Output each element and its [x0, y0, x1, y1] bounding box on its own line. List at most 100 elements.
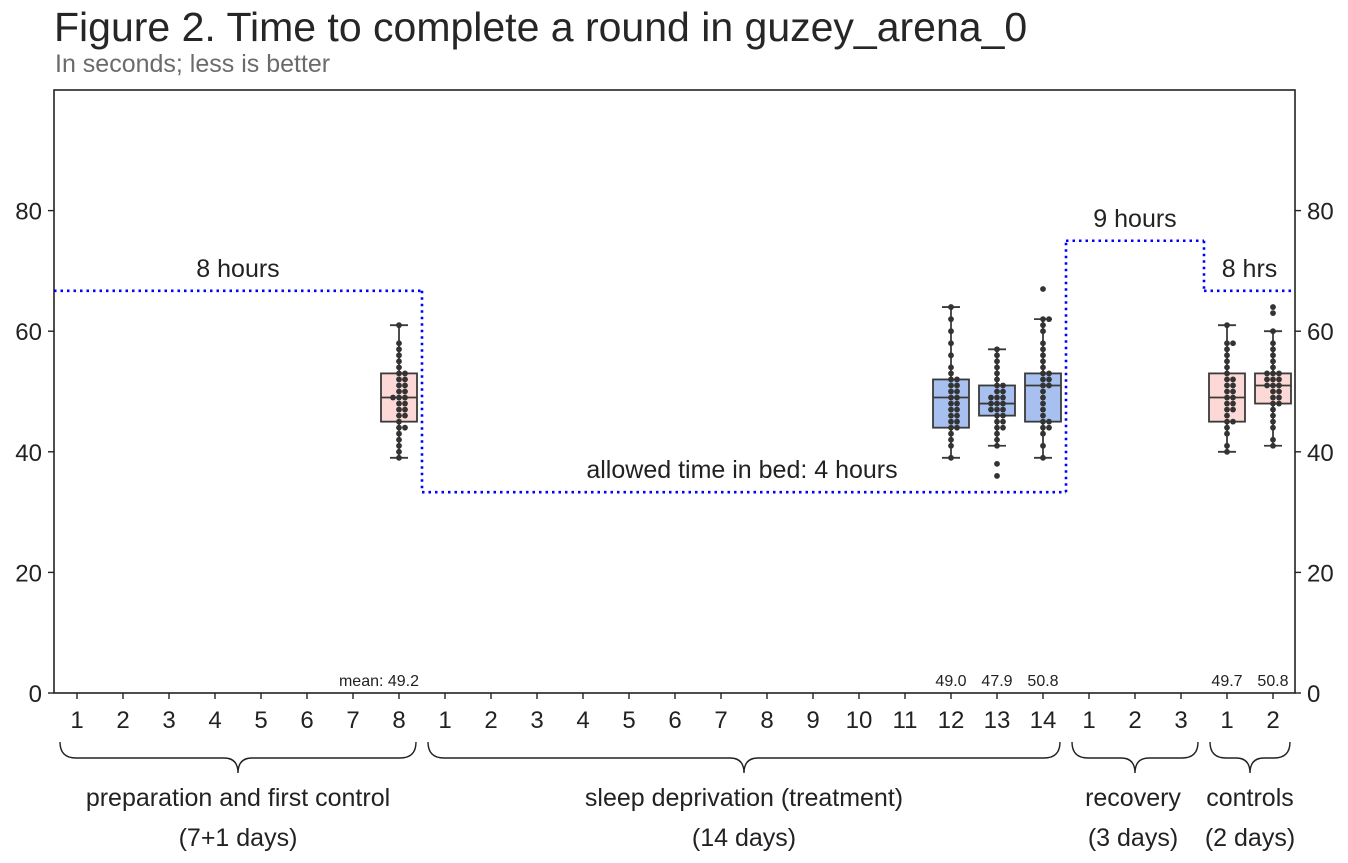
mean-label: 50.8	[1257, 673, 1288, 690]
data-point	[1000, 382, 1006, 389]
x-tick-label: 8	[760, 707, 773, 734]
data-point	[1040, 406, 1046, 413]
data-point	[988, 406, 994, 413]
phase-name: sleep deprivation (treatment)	[585, 784, 903, 812]
data-point	[948, 424, 954, 431]
data-point	[1230, 376, 1236, 383]
data-point	[396, 406, 402, 413]
data-point	[1224, 424, 1230, 431]
data-point	[396, 400, 402, 407]
x-tick-label: 9	[806, 707, 819, 734]
data-point	[1224, 346, 1230, 353]
data-point	[1270, 424, 1276, 431]
data-point	[1040, 322, 1046, 329]
data-point	[1270, 310, 1276, 317]
y-tick-label-left: 40	[15, 440, 42, 467]
data-point	[1224, 376, 1230, 383]
x-tick-label: 3	[530, 707, 543, 734]
data-point	[1046, 376, 1052, 383]
data-point	[948, 418, 954, 425]
data-point	[1040, 346, 1046, 353]
mean-label: mean: 49.2	[339, 673, 419, 690]
data-point	[1000, 388, 1006, 395]
data-point	[1270, 412, 1276, 419]
data-point	[396, 364, 402, 371]
data-point	[1276, 388, 1282, 395]
data-point	[1270, 364, 1276, 371]
data-point	[1224, 406, 1230, 413]
x-tick-label: 6	[668, 707, 681, 734]
phase-brace	[1209, 741, 1291, 774]
data-point	[1040, 394, 1046, 401]
data-point	[1000, 406, 1006, 413]
data-point	[1046, 418, 1052, 425]
data-point	[948, 382, 954, 389]
data-point	[1270, 418, 1276, 425]
x-tick-label: 5	[254, 707, 267, 734]
y-tick-label-left: 80	[15, 199, 42, 226]
data-point	[402, 382, 408, 389]
data-point	[396, 424, 402, 431]
data-point	[396, 370, 402, 377]
data-point	[1040, 412, 1046, 419]
data-point	[1230, 394, 1236, 401]
data-point	[994, 473, 1000, 479]
data-point	[396, 322, 402, 329]
data-point	[1040, 376, 1046, 383]
chart-title: Figure 2. Time to complete a round in gu…	[54, 4, 1028, 50]
data-point	[1046, 424, 1052, 431]
data-point	[994, 358, 1000, 365]
data-point	[948, 388, 954, 395]
x-tick-label: 2	[484, 707, 497, 734]
data-point	[1224, 430, 1230, 437]
data-point	[402, 400, 408, 407]
data-point	[1230, 400, 1236, 407]
data-point	[948, 400, 954, 407]
data-point	[1040, 364, 1046, 371]
phase-name: preparation and first control	[86, 784, 390, 812]
data-point	[1224, 448, 1230, 455]
data-point	[994, 424, 1000, 431]
phase-brace	[1071, 741, 1199, 774]
data-point	[948, 328, 954, 335]
data-point	[994, 370, 1000, 377]
x-tick-label: 7	[714, 707, 727, 734]
data-point	[948, 340, 954, 347]
mean-label: 47.9	[981, 673, 1012, 690]
data-point	[1224, 394, 1230, 401]
x-tick-label: 1	[1220, 707, 1233, 734]
data-point	[1270, 304, 1276, 310]
data-point	[1224, 382, 1230, 389]
data-point	[1040, 328, 1046, 335]
data-point	[954, 382, 960, 389]
data-point	[994, 388, 1000, 395]
data-point	[1230, 406, 1236, 413]
data-point	[1224, 418, 1230, 425]
data-point	[396, 358, 402, 365]
data-point	[1230, 340, 1236, 347]
data-point	[1040, 340, 1046, 347]
data-point	[954, 412, 960, 419]
data-point	[1230, 388, 1236, 395]
chart-subtitle: In seconds; less is better	[55, 50, 331, 78]
data-point	[1040, 352, 1046, 359]
data-point	[396, 430, 402, 437]
data-point	[396, 436, 402, 443]
data-point	[396, 442, 402, 449]
data-point	[1224, 352, 1230, 359]
data-point	[1000, 394, 1006, 401]
mean-label: 49.7	[1211, 673, 1242, 690]
data-point	[1040, 370, 1046, 377]
data-point	[402, 388, 408, 395]
data-point	[948, 370, 954, 377]
data-point	[1040, 316, 1046, 323]
data-point	[1224, 364, 1230, 371]
data-point	[1270, 358, 1276, 365]
phase-duration: (3 days)	[1088, 824, 1178, 852]
data-point	[954, 376, 960, 383]
data-point	[1224, 388, 1230, 395]
data-point	[396, 346, 402, 353]
data-point	[954, 394, 960, 401]
data-point	[1270, 352, 1276, 359]
data-point	[948, 316, 954, 323]
